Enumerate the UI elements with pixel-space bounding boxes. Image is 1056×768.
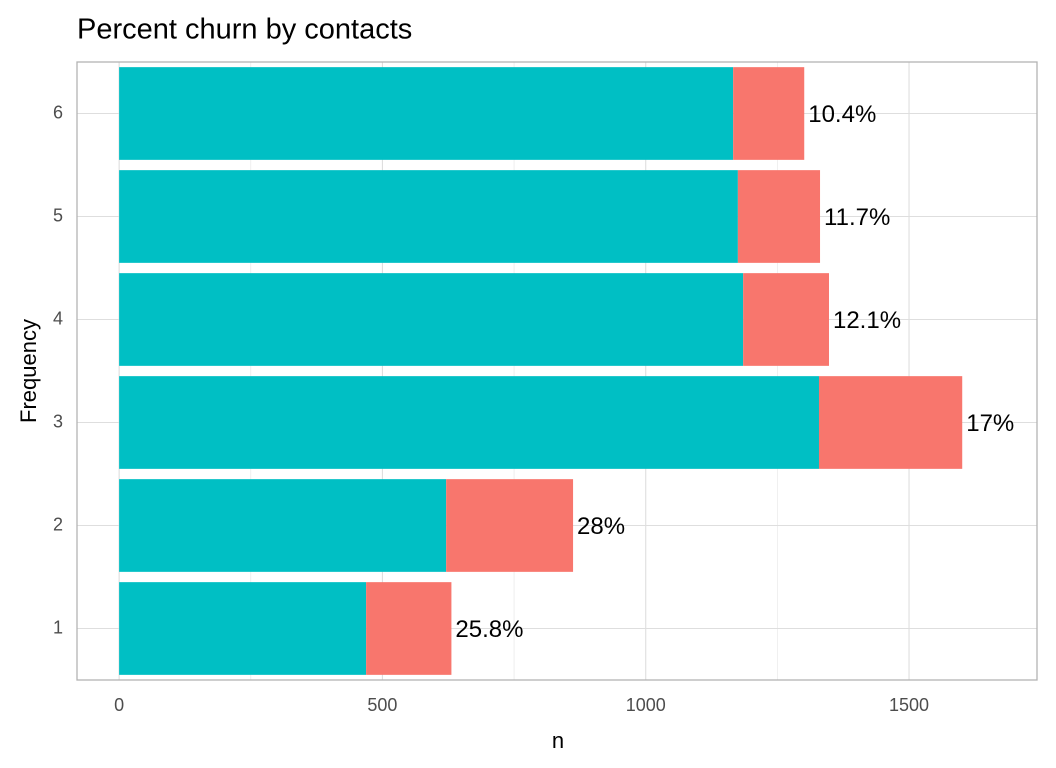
panel-border xyxy=(76,61,1038,681)
bar-segment xyxy=(366,582,452,675)
y-tick-label: 6 xyxy=(53,102,63,122)
y-tick-label: 4 xyxy=(53,308,63,328)
bar-segment xyxy=(119,376,819,469)
y-axis-title: Frequency xyxy=(16,319,41,423)
bar-segment xyxy=(733,67,805,160)
bar-segment xyxy=(737,170,821,263)
chart-title: Percent churn by contacts xyxy=(77,14,412,46)
bar-segment xyxy=(743,273,829,366)
y-tick-label: 3 xyxy=(53,411,63,431)
bar-label: 10.4% xyxy=(808,101,876,128)
bar-segment xyxy=(446,479,574,572)
bar-label: 28% xyxy=(577,513,625,540)
bar-segment xyxy=(119,479,447,572)
bar-label: 12.1% xyxy=(833,307,901,334)
bar-segment xyxy=(119,170,738,263)
x-tick-label: 500 xyxy=(367,695,397,715)
bar-label: 17% xyxy=(966,410,1014,437)
x-tick-label: 0 xyxy=(114,695,124,715)
y-tick-label: 1 xyxy=(53,617,63,637)
bar-segment xyxy=(119,67,734,160)
bar-label: 11.7% xyxy=(824,204,890,231)
bar-segment xyxy=(818,376,963,469)
y-tick-label: 2 xyxy=(53,514,63,534)
bar-segment xyxy=(119,582,367,675)
bar-label: 25.8% xyxy=(455,616,523,643)
bar-segment xyxy=(119,273,744,366)
x-tick-label: 1500 xyxy=(889,695,929,715)
y-tick-label: 5 xyxy=(53,205,63,225)
x-axis-title: n xyxy=(552,728,564,753)
x-tick-label: 1000 xyxy=(626,695,666,715)
